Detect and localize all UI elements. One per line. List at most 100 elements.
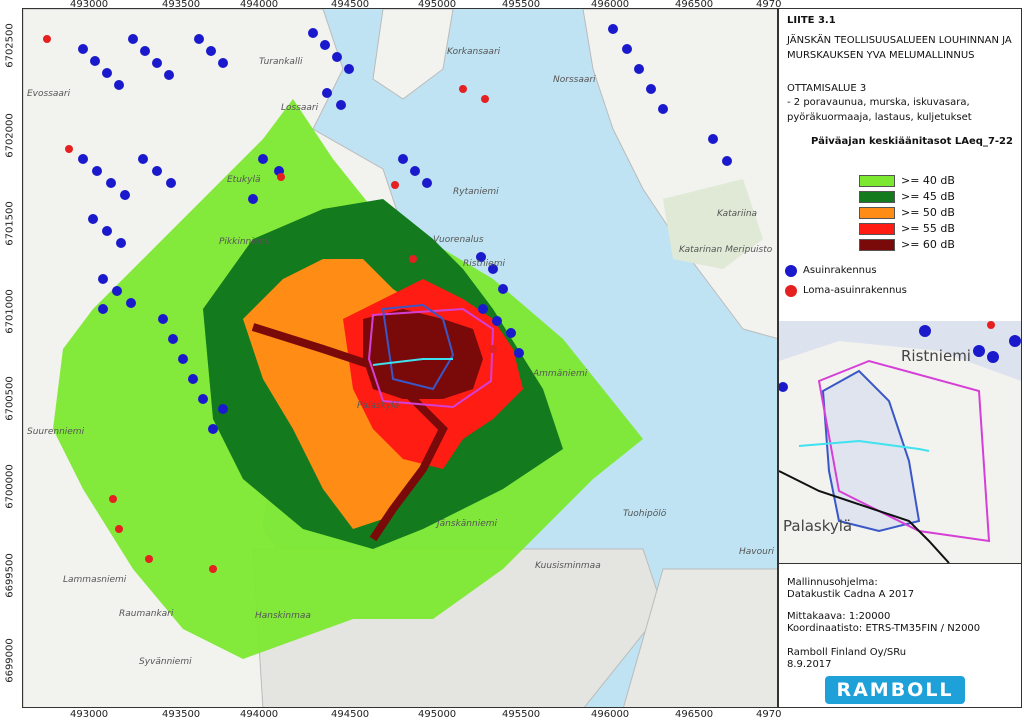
place-label: Norssaari — [553, 75, 596, 85]
legend-class-label: >= 50 dB — [901, 206, 955, 219]
noise-map[interactable]: Turankalli Evossaari Etukylä Pikkinniemi… — [22, 8, 778, 708]
x-tick-bottom: 494000 — [240, 709, 279, 720]
place-label: Palaskylä — [357, 401, 400, 411]
inset-extraction-outline — [817, 359, 991, 543]
inset-label: Palaskylä — [783, 517, 853, 535]
project-title: JÄNSKÄN TEOLLISUUSALUEEN LOUHINNAN JA MU… — [787, 35, 1012, 61]
x-tick-bottom: 493500 — [162, 709, 201, 720]
place-label: Turankalli — [259, 57, 303, 67]
map-legend-panel: LIITE 3.1 JÄNSKÄN TEOLLISUUSALUEEN LOUHI… — [778, 8, 1022, 708]
coordinate-system: Koordinaatisto: ETRS-TM35FIN / N2000 — [787, 623, 981, 634]
legend-heading: Päiväajan keskiäänitasot LAeq_7-22 — [811, 136, 1013, 147]
y-tick: 6699000 — [4, 638, 16, 683]
place-label: Suurenniemi — [27, 427, 85, 437]
place-label: Kuusisminmaa — [535, 561, 601, 571]
x-tick-bottom: 494500 — [331, 709, 370, 720]
map-date: 8.9.2017 — [787, 659, 832, 670]
ramboll-logo: RAMBOLL — [825, 676, 965, 704]
map-scale: Mittakaava: 1:20000 — [787, 611, 891, 622]
legend-swatch — [859, 239, 895, 251]
company-name: Ramboll Finland Oy/SRu — [787, 647, 907, 658]
x-tick: 493500 — [162, 0, 201, 10]
inset-upper-area — [779, 321, 1021, 381]
haul-road-60db — [251, 323, 448, 542]
x-tick: 4970 — [756, 0, 782, 10]
place-label: Tuohipölö — [623, 509, 667, 519]
x-tick: 494500 — [331, 0, 370, 10]
y-tick: 6702500 — [4, 23, 16, 68]
place-label: Ammäniemi — [533, 369, 588, 379]
appendix-title: LIITE 3.1 — [787, 15, 836, 26]
legend-class-label: >= 45 dB — [901, 190, 955, 203]
inset-road — [779, 470, 950, 563]
extraction-area-outline — [367, 307, 495, 409]
inset-holiday-buildings — [987, 321, 995, 329]
inset-label: Ristniemi — [901, 347, 971, 365]
place-label: Syvänniemi — [139, 657, 192, 667]
x-tick-bottom: 496500 — [675, 709, 714, 720]
park-east — [663, 179, 763, 269]
x-tick: 495500 — [502, 0, 541, 10]
legend-swatch — [859, 223, 895, 235]
legend-box: LIITE 3.1 JÄNSKÄN TEOLLISUUSALUEEN LOUHI… — [779, 9, 1021, 322]
x-tick-bottom: 495000 — [418, 709, 457, 720]
x-tick: 493000 — [70, 0, 109, 10]
inset-conveyor-line — [798, 439, 930, 452]
area-title: OTTAMISALUE 3 — [787, 83, 867, 94]
land-north-island — [372, 9, 454, 100]
place-label: Lammasniemi — [63, 575, 127, 585]
legend-class-label: >= 55 dB — [901, 222, 955, 235]
place-label: Jänskänniemi — [437, 519, 498, 529]
place-label: Vuorenalus — [433, 235, 484, 245]
x-tick-bottom: 4970 — [756, 709, 782, 720]
place-label: Korkansaari — [447, 47, 501, 57]
software-name: Datakustik Cadna A 2017 — [787, 589, 915, 600]
inset-map-canvas — [779, 321, 1021, 563]
place-label: Lossaari — [281, 103, 319, 113]
place-label: Katarinan Meripuisto — [679, 245, 773, 255]
holiday-marker-icon — [785, 285, 797, 297]
residential-buildings — [78, 24, 732, 434]
place-label: Ristniemi — [463, 259, 505, 269]
place-label: Raumankari — [119, 609, 174, 619]
y-tick: 6699500 — [4, 553, 16, 598]
x-tick: 494000 — [240, 0, 279, 10]
x-tick-bottom: 493000 — [70, 709, 109, 720]
legend-swatch — [859, 175, 895, 187]
conveyor-line — [372, 358, 453, 366]
inset-map[interactable]: Ristniemi Palaskylä — [779, 321, 1021, 564]
legend-swatch — [859, 191, 895, 203]
x-tick: 495000 — [418, 0, 457, 10]
y-tick: 6702000 — [4, 113, 16, 158]
software-label: Mallinnusohjelma: — [787, 577, 878, 588]
place-label: Pikkinniemi — [219, 237, 271, 247]
noise-map-canvas — [23, 9, 777, 707]
area-description: - 2 poravaunua, murska, iskuvasara, pyör… — [787, 97, 972, 123]
legend-point-label: Asuinrakennus — [803, 265, 877, 276]
place-label: Hanskinmaa — [255, 611, 311, 621]
holiday-buildings — [43, 35, 497, 573]
legend-swatch — [859, 207, 895, 219]
x-tick: 496500 — [675, 0, 714, 10]
land-southeast — [623, 568, 777, 707]
place-label: Katariina — [717, 209, 758, 219]
y-tick: 6700000 — [4, 464, 16, 509]
inset-residential-buildings — [779, 325, 1021, 392]
legend-class-label: >= 40 dB — [901, 174, 955, 187]
place-label: Rytaniemi — [453, 187, 499, 197]
legend-class-label: >= 60 dB — [901, 238, 955, 251]
x-tick-bottom: 495500 — [502, 709, 541, 720]
x-tick: 496000 — [591, 0, 630, 10]
y-tick: 6701500 — [4, 201, 16, 246]
residential-marker-icon — [785, 265, 797, 277]
quarry-boundary — [381, 303, 455, 391]
place-label: Etukylä — [227, 175, 261, 185]
y-tick: 6701000 — [4, 289, 16, 334]
place-label: Havouri — [739, 547, 775, 557]
place-label: Evossaari — [27, 89, 71, 99]
inset-quarry-boundary — [821, 369, 921, 533]
y-tick: 6700500 — [4, 376, 16, 421]
legend-point-label: Loma-asuinrakennus — [803, 285, 907, 296]
x-tick-bottom: 496000 — [591, 709, 630, 720]
